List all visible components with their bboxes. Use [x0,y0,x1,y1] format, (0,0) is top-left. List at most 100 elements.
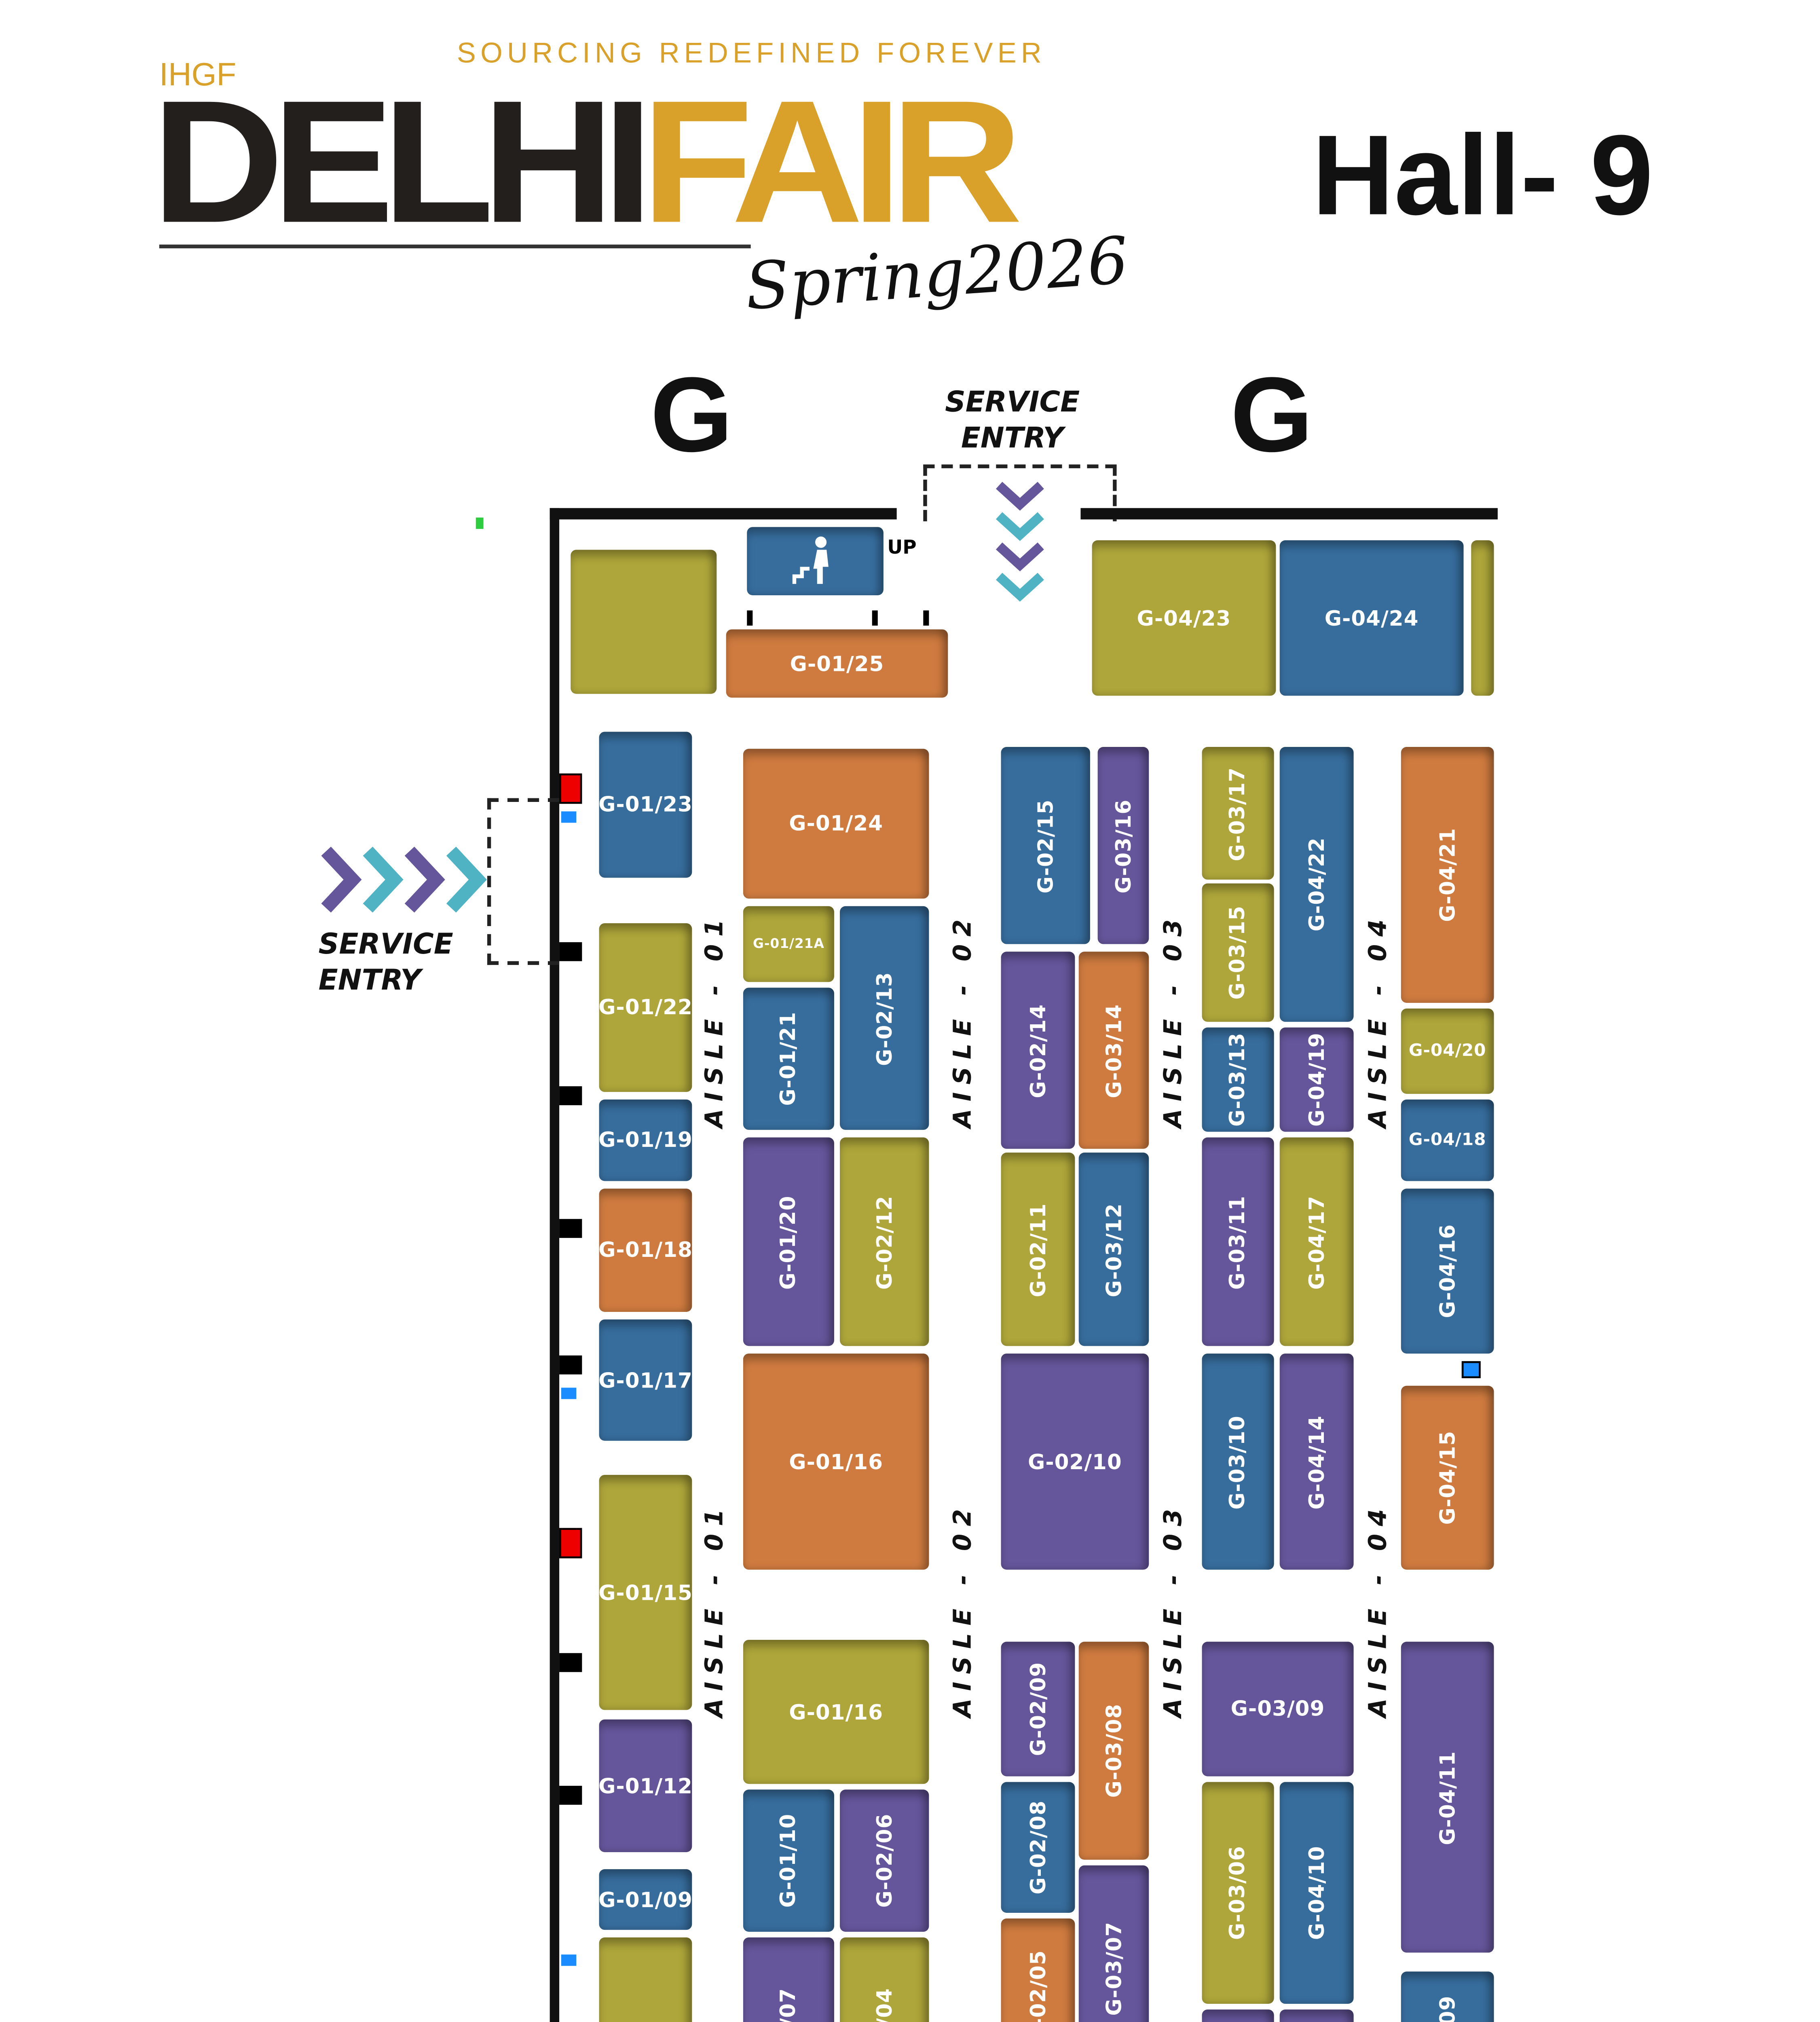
booth-g-04-19[interactable]: G-04/19 [1279,1027,1354,1132]
booth-g-01-15[interactable]: G-01/15 [599,1475,692,1710]
booth-g-04-15[interactable]: G-04/15 [1401,1385,1494,1570]
booth-g-04-16[interactable]: G-04/16 [1401,1189,1494,1354]
booth-g-04-10[interactable]: G-04/10 [1279,1782,1354,2004]
wall-marker [923,610,929,626]
booth-g-04-14[interactable]: G-04/14 [1279,1354,1354,1570]
logo-title: DELHIFAIR [152,76,1023,250]
service-entry-left-outline-1 [487,798,560,965]
chevron-down-icon [996,482,1044,602]
booth-g-01-24[interactable]: G-01/24 [743,749,929,899]
tagline: SOURCING REDEFINED FOREVER [457,38,1046,70]
water-point-icon [561,1387,577,1399]
booth-g-01-25[interactable]: G-01/25 [726,629,948,698]
booth-g-03-09[interactable]: G-03/09 [1202,1641,1354,1777]
staircase-icon [792,536,829,584]
booth-g-01-17[interactable]: G-01/17 [599,1319,692,1441]
booth-g-01-16-upper[interactable]: G-01/16 [743,1354,929,1570]
booth-g-03-17[interactable]: G-03/17 [1202,747,1274,880]
booth-g-04-20[interactable]: G-04/20 [1401,1008,1494,1094]
booth-g-02-12[interactable]: G-02/12 [840,1137,929,1346]
booth-g-02-14[interactable]: G-02/14 [1001,952,1075,1149]
wall-top-right [1080,508,1498,520]
wall-marker [872,610,878,626]
booth-g-01-21a[interactable]: G-01/21A [743,906,834,982]
booth-g-01-07[interactable]: G-01/07 [743,1937,834,2022]
booth-g-01-23[interactable]: G-01/23 [599,732,692,878]
booth-g-01-08[interactable]: G-01/08 [599,1937,692,2022]
hall-title: Hall- 9 [1312,112,1653,239]
booth-g-03-11[interactable]: G-03/11 [1202,1137,1274,1346]
booth-g-04-11[interactable]: G-04/11 [1401,1641,1494,1953]
aisle-label-03: AISLE - 03 [1160,912,1189,1128]
booth-g-02-13[interactable]: G-02/13 [840,906,929,1130]
booth-g-01-21[interactable]: G-01/21 [743,988,834,1130]
booth-g-02-15[interactable]: G-02/15 [1001,747,1090,944]
booth-g-01-12[interactable]: G-01/12 [599,1719,692,1852]
wall-top-left [550,508,897,520]
brand-prefix: IHGF [159,57,237,93]
booth-g-03-08[interactable]: G-03/08 [1078,1641,1149,1860]
service-entry-top-outline [923,464,1117,522]
logo-underline [159,244,751,249]
booth-unlabeled[interactable] [1471,540,1494,696]
aisle-label-01: AISLE - 01 [701,912,730,1128]
booth-g-04-07[interactable]: G-04/07 [1279,2009,1354,2022]
booth-g-01-18[interactable]: G-01/18 [599,1189,692,1312]
wall-marker [559,942,582,961]
booth-g-04-24[interactable]: G-04/24 [1279,540,1464,696]
booth-g-03-15[interactable]: G-03/15 [1202,883,1274,1022]
booth-unlabeled[interactable] [571,550,717,694]
booth-g-02-11[interactable]: G-02/11 [1001,1153,1075,1346]
wall-marker [559,1086,582,1105]
booth-g-04-23[interactable]: G-04/23 [1092,540,1276,696]
booth-g-03-16[interactable]: G-03/16 [1097,747,1149,944]
booth-g-01-09[interactable]: G-01/09 [599,1869,692,1930]
service-entry-left-label-1: SERVICE ENTRY [318,927,453,997]
booth-g-01-19[interactable]: G-01/19 [599,1099,692,1181]
booth-g-02-06[interactable]: G-02/06 [840,1789,929,1932]
booth-g-04-18[interactable]: G-04/18 [1401,1099,1494,1181]
aisle-label-02: AISLE - 02 [949,912,979,1128]
booth-g-01-20[interactable]: G-01/20 [743,1137,834,1346]
booth-g-02-04[interactable]: G-02/04 [840,1937,929,2022]
service-entry-top-label: SERVICE ENTRY [945,385,1080,455]
booth-g-04-17[interactable]: G-04/17 [1279,1137,1354,1346]
booth-g-03-03[interactable]: G-03/03 [1202,2009,1274,2022]
aisle-label-04: AISLE - 04 [1365,1501,1394,1718]
logo-title-delhi: DELHI [152,66,653,260]
booth-g-01-10[interactable]: G-01/10 [743,1789,834,1932]
wall-marker [559,1653,582,1672]
booth-g-02-05[interactable]: G-02/05 [1001,1918,1075,2022]
booth-g-03-07[interactable]: G-03/07 [1078,1865,1149,2022]
booth-g-03-14[interactable]: G-03/14 [1078,952,1149,1149]
wall-marker [747,610,753,626]
water-point-icon [561,811,577,823]
booth-g-04-09[interactable]: G-04/09 [1401,1971,1494,2022]
booth-g-01-22[interactable]: G-01/22 [599,923,692,1092]
booth-g-04-22[interactable]: G-04/22 [1279,747,1354,1022]
wall-marker [559,1355,582,1375]
water-point-icon [561,1954,577,1966]
booth-g-03-12[interactable]: G-03/12 [1078,1153,1149,1346]
wall-marker [559,1219,582,1238]
zone-letter-right: G [1230,354,1313,474]
aisle-label-03: AISLE - 03 [1160,1501,1189,1718]
aisle-label-02: AISLE - 02 [949,1501,979,1718]
booth-g-03-10[interactable]: G-03/10 [1202,1354,1274,1570]
booth-g-03-06[interactable]: G-03/06 [1202,1782,1274,2004]
booth-g-03-13[interactable]: G-03/13 [1202,1027,1274,1132]
fire-alarm-icon [559,1528,582,1559]
aisle-label-01: AISLE - 01 [701,1501,730,1718]
wall-left [550,508,560,2022]
booth-g-02-08[interactable]: G-02/08 [1001,1782,1075,1913]
booth-g-04-21[interactable]: G-04/21 [1401,747,1494,1003]
booth-g-01-16-lower[interactable]: G-01/16 [743,1639,929,1784]
booth-g-02-09[interactable]: G-02/09 [1001,1641,1075,1777]
up-label: UP [887,538,917,559]
staircase-booth[interactable] [747,527,884,595]
chevron-right-icon [321,846,487,913]
logo-title-fair: FAIR [641,66,1023,260]
booth-g-02-10[interactable]: G-02/10 [1001,1354,1149,1570]
zone-letter-left: G [650,354,733,474]
wall-marker [559,1785,582,1805]
